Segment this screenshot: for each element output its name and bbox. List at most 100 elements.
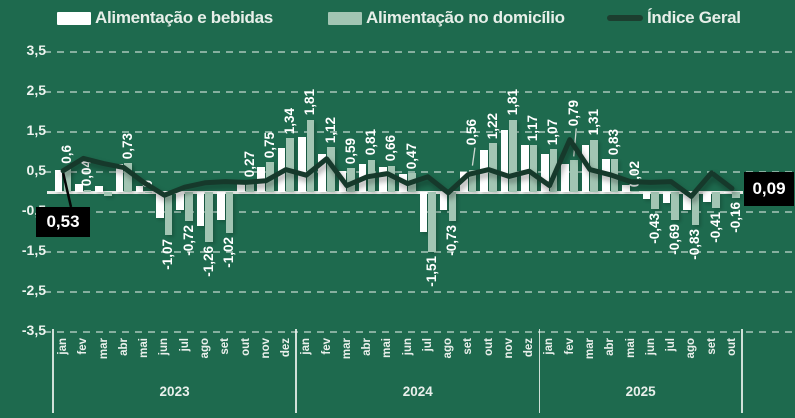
bar-alimentacao-e-bebidas bbox=[216, 192, 225, 221]
bar-alimentacao-e-bebidas bbox=[723, 192, 732, 194]
bar-alimentacao-e-bebidas bbox=[318, 154, 326, 192]
legend-label: Índice Geral bbox=[647, 8, 741, 27]
month-tick-label: fev bbox=[77, 338, 90, 355]
bar-value-label: 0,75 bbox=[261, 131, 277, 158]
bar-value-label: 1,22 bbox=[484, 112, 500, 140]
legend-item-alimentacao-bebidas: Alimentação e bebidas bbox=[57, 8, 273, 28]
bar-value-label: 1,81 bbox=[302, 89, 318, 116]
bar-alimentacao-no-domicilio bbox=[428, 192, 436, 253]
bar-alimentacao-e-bebidas bbox=[439, 192, 448, 210]
bar-alimentacao-e-bebidas bbox=[683, 192, 691, 211]
bar-value-label: 0,27 bbox=[241, 150, 257, 178]
year-label: 2024 bbox=[402, 384, 433, 399]
bar-alimentacao-e-bebidas bbox=[460, 172, 468, 192]
green-bar-swatch-icon bbox=[328, 11, 362, 25]
bar-alimentacao-e-bebidas bbox=[115, 163, 124, 192]
month-tick-label: jan bbox=[543, 338, 556, 355]
bar-value-label: 0,83 bbox=[606, 128, 622, 155]
bar-alimentacao-no-domicilio bbox=[367, 159, 376, 192]
bar-value-label: 1,17 bbox=[525, 114, 541, 142]
month-tick-label: set bbox=[462, 338, 475, 355]
gridline bbox=[44, 251, 795, 253]
bar-value-label: 0,81 bbox=[363, 129, 379, 156]
month-tick-label: mar bbox=[340, 338, 353, 360]
bar-alimentacao-no-domicilio bbox=[347, 168, 355, 192]
bar-alimentacao-e-bebidas bbox=[298, 136, 306, 192]
gridline bbox=[44, 131, 795, 133]
bar-alimentacao-no-domicilio bbox=[549, 149, 558, 192]
month-tick-label: ago bbox=[198, 338, 211, 359]
bar-alimentacao-no-domicilio bbox=[468, 169, 477, 192]
bar-alimentacao-e-bebidas bbox=[601, 159, 610, 192]
y-axis-tick-label: 2,5 bbox=[26, 82, 46, 98]
month-tick-label: out bbox=[239, 338, 252, 356]
month-tick-label: mai bbox=[138, 338, 151, 358]
legend-label: Alimentação no domicílio bbox=[366, 8, 565, 27]
bar-alimentacao-no-domicilio bbox=[164, 192, 173, 235]
bar-alimentacao-e-bebidas bbox=[196, 192, 205, 226]
y-axis-tick-label: -3,5 bbox=[21, 322, 46, 338]
bar-value-label: -1,51 bbox=[423, 256, 439, 288]
month-tick-label: set bbox=[219, 338, 232, 355]
bar-alimentacao-e-bebidas bbox=[541, 153, 549, 192]
white-bar-swatch-icon bbox=[57, 11, 91, 25]
legend-item-alimentacao-domicilio: Alimentação no domicílio bbox=[328, 8, 565, 28]
line-swatch-icon bbox=[607, 15, 643, 21]
gridline bbox=[44, 91, 795, 93]
month-tick-label: jul bbox=[665, 338, 678, 352]
bar-alimentacao-no-domicilio bbox=[529, 145, 538, 192]
bar-alimentacao-e-bebidas bbox=[338, 170, 347, 192]
bar-alimentacao-no-domicilio bbox=[266, 162, 274, 192]
bar-value-label: 1,31 bbox=[586, 109, 601, 136]
y-axis-tick-label: 3,5 bbox=[26, 42, 46, 58]
month-tick-label: mai bbox=[381, 338, 394, 358]
callout-start-value: 0,53 bbox=[36, 207, 90, 237]
bar-alimentacao-no-domicilio bbox=[610, 158, 619, 192]
month-tick-label: fev bbox=[320, 338, 333, 355]
bar-alimentacao-no-domicilio bbox=[712, 192, 720, 209]
bar-value-label: 0,66 bbox=[383, 135, 399, 162]
month-tick-label: set bbox=[705, 338, 718, 355]
bar-alimentacao-e-bebidas bbox=[480, 149, 488, 192]
bar-alimentacao-no-domicilio bbox=[124, 162, 132, 192]
bar-value-label: -0,73 bbox=[444, 225, 460, 256]
bar-value-label: 0,56 bbox=[464, 119, 480, 146]
bar-value-label: 0,02 bbox=[626, 160, 642, 188]
legend-label: Alimentação e bebidas bbox=[95, 8, 273, 27]
bar-value-label: 0,73 bbox=[119, 132, 135, 159]
bar-value-label: -0,72 bbox=[180, 224, 196, 256]
bar-value-label: -0,16 bbox=[727, 202, 743, 234]
bar-alimentacao-no-domicilio bbox=[691, 192, 700, 226]
gridline bbox=[44, 291, 795, 293]
year-separator bbox=[538, 329, 541, 413]
bar-alimentacao-no-domicilio bbox=[387, 165, 396, 192]
month-tick-label: jan bbox=[57, 338, 70, 355]
bar-alimentacao-no-domicilio bbox=[225, 192, 234, 233]
y-axis-tick-label: 0,5 bbox=[26, 162, 46, 178]
bar-alimentacao-e-bebidas bbox=[379, 167, 387, 192]
month-tick-label: fev bbox=[563, 338, 576, 355]
bar-value-label: -1,02 bbox=[221, 236, 237, 268]
bar-alimentacao-e-bebidas bbox=[703, 192, 711, 203]
bar-value-label: -0,41 bbox=[707, 212, 723, 244]
bar-alimentacao-e-bebidas bbox=[399, 174, 407, 192]
bar-alimentacao-no-domicilio bbox=[509, 119, 517, 192]
bar-value-label: 0,79 bbox=[565, 100, 581, 127]
month-tick-label: dez bbox=[523, 338, 536, 358]
bar-alimentacao-e-bebidas bbox=[54, 170, 63, 192]
month-tick-label: mar bbox=[584, 338, 596, 360]
bar-alimentacao-no-domicilio bbox=[671, 192, 680, 220]
gridline bbox=[44, 211, 795, 213]
bar-value-label: -1,26 bbox=[200, 246, 216, 278]
bar-alimentacao-no-domicilio bbox=[245, 181, 254, 192]
bar-alimentacao-no-domicilio bbox=[144, 192, 153, 194]
bar-value-label: -0,83 bbox=[687, 229, 703, 260]
bar-value-label: 1,81 bbox=[504, 89, 520, 116]
bar-alimentacao-no-domicilio bbox=[104, 192, 112, 196]
month-tick-label: nov bbox=[502, 338, 515, 359]
bar-alimentacao-no-domicilio bbox=[630, 191, 639, 193]
month-tick-label: abr bbox=[361, 338, 374, 356]
legend-item-indice-geral: Índice Geral bbox=[607, 8, 741, 28]
bar-alimentacao-no-domicilio bbox=[570, 160, 578, 192]
bar-alimentacao-e-bebidas bbox=[642, 192, 651, 200]
